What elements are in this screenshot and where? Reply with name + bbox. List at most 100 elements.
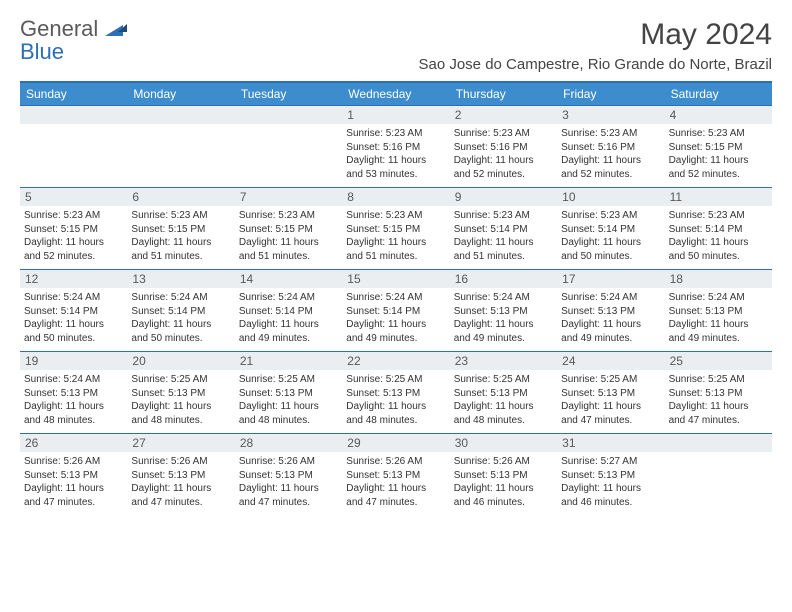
day-info-line: Sunset: 5:14 PM [24,305,123,319]
day-number: 26 [20,434,127,452]
day-body: Sunrise: 5:25 AMSunset: 5:13 PMDaylight:… [342,370,449,433]
day-info-line: Daylight: 11 hours [346,318,445,332]
day-info-line: Daylight: 11 hours [24,482,123,496]
day-info-line: Daylight: 11 hours [24,236,123,250]
day-number: 9 [450,188,557,206]
day-info-line: and 49 minutes. [561,332,660,346]
day-info-line: Daylight: 11 hours [561,482,660,496]
day-info-line: Sunset: 5:15 PM [24,223,123,237]
week-body-row: Sunrise: 5:24 AMSunset: 5:13 PM Daylight:… [20,370,772,433]
day-info-line: and 49 minutes. [669,332,768,346]
day-info-line: and 47 minutes. [131,496,230,510]
day-body: Sunrise: 5:26 AMSunset: 5:13 PMDaylight:… [127,452,234,515]
day-body: Sunrise: 5:23 AMSunset: 5:14 PMDaylight:… [557,206,664,269]
day-info-line: Daylight: 11 hours [346,236,445,250]
day-info-line: and 49 minutes. [346,332,445,346]
day-info-line: Sunrise: 5:26 AM [346,455,445,469]
title-block: May 2024 Sao Jose do Campestre, Rio Gran… [418,18,772,73]
day-info-line: Sunrise: 5:24 AM [239,291,338,305]
day-info-line: Sunrise: 5:24 AM [454,291,553,305]
logo-triangle-icon [105,22,127,41]
day-info-line: Sunrise: 5:25 AM [561,373,660,387]
day-info-line: and 47 minutes. [24,496,123,510]
day-info-line: and 50 minutes. [24,332,123,346]
day-info-line: and 46 minutes. [561,496,660,510]
day-info-line: Sunrise: 5:23 AM [561,127,660,141]
day-info-line: Sunset: 5:13 PM [346,469,445,483]
day-info-line: Sunrise: 5:26 AM [131,455,230,469]
day-info-line: Daylight: 11 hours [454,154,553,168]
day-number: 4 [665,106,772,124]
day-info-line: and 47 minutes. [669,414,768,428]
day-info-line: Daylight: 11 hours [561,154,660,168]
day-info-line: Daylight: 11 hours [239,482,338,496]
day-info-line: and 52 minutes. [454,168,553,182]
day-info-line: Sunset: 5:16 PM [454,141,553,155]
day-info-line: Daylight: 11 hours [561,236,660,250]
day-info-line: Daylight: 11 hours [454,400,553,414]
day-header: Friday [557,83,664,105]
day-number: 3 [557,106,664,124]
day-info-line: Sunrise: 5:23 AM [669,127,768,141]
day-number: 28 [235,434,342,452]
day-info-line: Sunset: 5:13 PM [669,305,768,319]
day-info-line: Sunset: 5:14 PM [239,305,338,319]
day-info-line: Sunrise: 5:24 AM [24,373,123,387]
day-body: Sunrise: 5:25 AMSunset: 5:13 PMDaylight:… [450,370,557,433]
day-info-line: Daylight: 11 hours [131,482,230,496]
day-body: Sunrise: 5:25 AMSunset: 5:13 PMDaylight:… [557,370,664,433]
day-info-line: Sunset: 5:14 PM [561,223,660,237]
day-body: Sunrise: 5:24 AMSunset: 5:13 PMDaylight:… [450,288,557,351]
day-number: 7 [235,188,342,206]
day-info-line: Daylight: 11 hours [346,400,445,414]
day-body: Sunrise: 5:26 AMSunset: 5:13 PMDaylight:… [235,452,342,515]
day-info-line: Sunset: 5:13 PM [24,387,123,401]
day-info-line: Daylight: 11 hours [669,400,768,414]
day-info-line: and 52 minutes. [24,250,123,264]
day-info-line: Daylight: 11 hours [131,236,230,250]
day-info-line: and 48 minutes. [24,414,123,428]
day-body: Sunrise: 5:25 AMSunset: 5:13 PMDaylight:… [127,370,234,433]
day-info-line: Sunset: 5:14 PM [669,223,768,237]
week-body-row: Sunrise: 5:24 AMSunset: 5:14 PMDaylight:… [20,288,772,351]
day-body: Sunrise: 5:23 AMSunset: 5:15 PMDaylight:… [342,206,449,269]
day-info-line: Sunrise: 5:23 AM [561,209,660,223]
day-info-line: Sunrise: 5:27 AM [561,455,660,469]
day-header: Wednesday [342,83,449,105]
day-number: 18 [665,270,772,288]
week-body-row: Sunrise: 5:23 AMSunset: 5:15 PMDaylight:… [20,206,772,269]
day-number: 12 [20,270,127,288]
day-info-line: Sunrise: 5:25 AM [669,373,768,387]
day-number: 20 [127,352,234,370]
week-body-row: Sunrise: 5:23 AMSunset: 5:16 PMDaylight:… [20,124,772,187]
day-body: Sunrise: 5:23 AMSunset: 5:16 PMDaylight:… [342,124,449,187]
week-number-row: 12131415161718 [20,269,772,288]
day-number: 25 [665,352,772,370]
day-number: 15 [342,270,449,288]
day-number: 11 [665,188,772,206]
week-body-row: Sunrise: 5:26 AMSunset: 5:13 PMDaylight:… [20,452,772,515]
day-header: Saturday [665,83,772,105]
day-body: Sunrise: 5:24 AMSunset: 5:13 PMDaylight:… [557,288,664,351]
day-body: Sunrise: 5:24 AMSunset: 5:14 PMDaylight:… [127,288,234,351]
day-number: 2 [450,106,557,124]
day-header: Tuesday [235,83,342,105]
week-number-row: 567891011 [20,187,772,206]
day-number: 13 [127,270,234,288]
day-info-line: and 50 minutes. [131,332,230,346]
day-number: 23 [450,352,557,370]
day-info-line: Daylight: 11 hours [454,482,553,496]
day-info-line: Sunset: 5:13 PM [561,305,660,319]
day-number: 19 [20,352,127,370]
header-row: General Blue May 2024 Sao Jose do Campes… [20,18,772,73]
day-header: Monday [127,83,234,105]
day-body: Sunrise: 5:24 AMSunset: 5:13 PMDaylight:… [665,288,772,351]
day-info-line: and 47 minutes. [346,496,445,510]
day-number: 10 [557,188,664,206]
day-number: 16 [450,270,557,288]
day-info-line: Sunrise: 5:23 AM [454,127,553,141]
day-body: Sunrise: 5:26 AMSunset: 5:13 PMDaylight:… [20,452,127,515]
logo-text-block: General Blue [20,18,127,64]
day-info-line: and 49 minutes. [454,332,553,346]
day-number: 6 [127,188,234,206]
